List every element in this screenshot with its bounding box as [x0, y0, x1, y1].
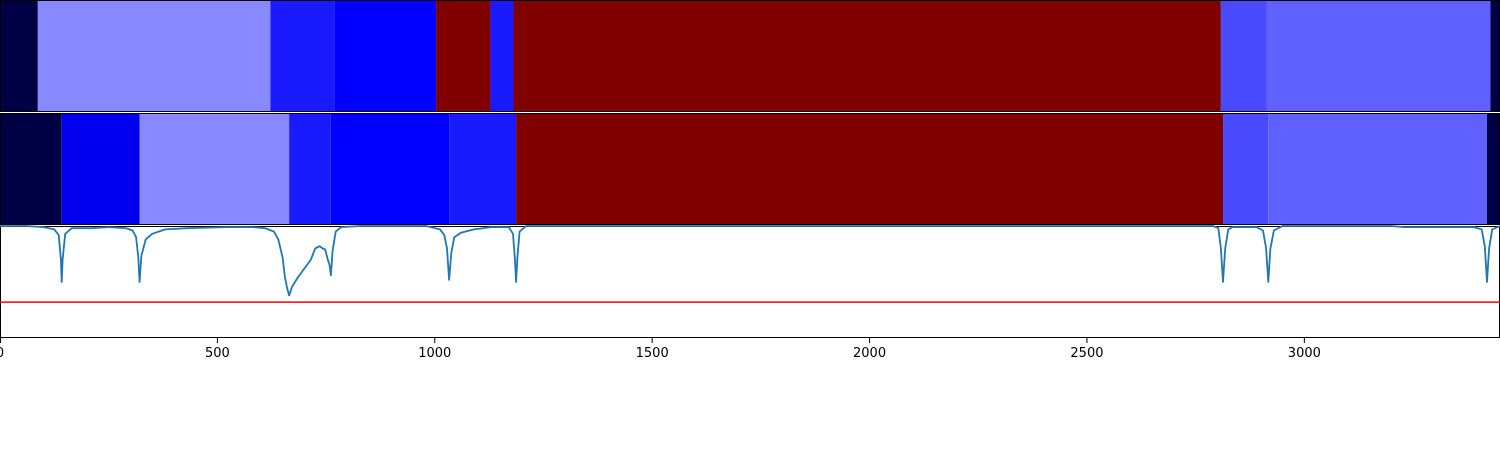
x-tick-label-2000: 2000 — [853, 346, 886, 361]
track-2-segment-8 — [1223, 113, 1269, 225]
track-1-segment-8 — [1220, 0, 1267, 112]
series-line — [0, 225, 1500, 297]
track-2-segment-4 — [289, 113, 331, 225]
x-axis: 0 500 1000 1500 2000 2500 3000 — [0, 338, 1321, 361]
track-2-segment-1 — [0, 113, 62, 225]
track-2-segment-2 — [61, 113, 140, 225]
track-1-segment-7 — [513, 0, 1221, 112]
track-2-segment-3 — [139, 113, 290, 225]
line-panel-frame — [0, 226, 1500, 338]
segment-track-1 — [0, 0, 1500, 112]
track-1-segment-2 — [37, 0, 271, 112]
segment-track-2 — [0, 113, 1500, 225]
track-2-segment-5 — [330, 113, 450, 225]
x-tick-label-1500: 1500 — [636, 346, 669, 361]
track-2-segment-6 — [449, 113, 517, 225]
x-tick-label-2500: 2500 — [1070, 346, 1103, 361]
track-1-segment-5 — [436, 0, 491, 112]
track-2-segment-10 — [1486, 113, 1500, 225]
track-1-segment-10 — [1490, 0, 1500, 112]
track-2-segment-7 — [516, 113, 1224, 225]
track-1-segment-9 — [1266, 0, 1491, 112]
segment-tracks — [0, 0, 1500, 225]
track-1-segment-6 — [490, 0, 514, 112]
x-tick-label-1000: 1000 — [418, 346, 451, 361]
track-1-segment-1 — [0, 0, 38, 112]
x-tick-label-500: 500 — [205, 346, 230, 361]
x-tick-label-0: 0 — [0, 346, 4, 361]
track-1-segment-3 — [270, 0, 335, 112]
track-1-segment-4 — [334, 0, 437, 112]
line-panel — [0, 225, 1500, 338]
x-tick-label-3000: 3000 — [1288, 346, 1321, 361]
track-2-segment-9 — [1268, 113, 1487, 225]
